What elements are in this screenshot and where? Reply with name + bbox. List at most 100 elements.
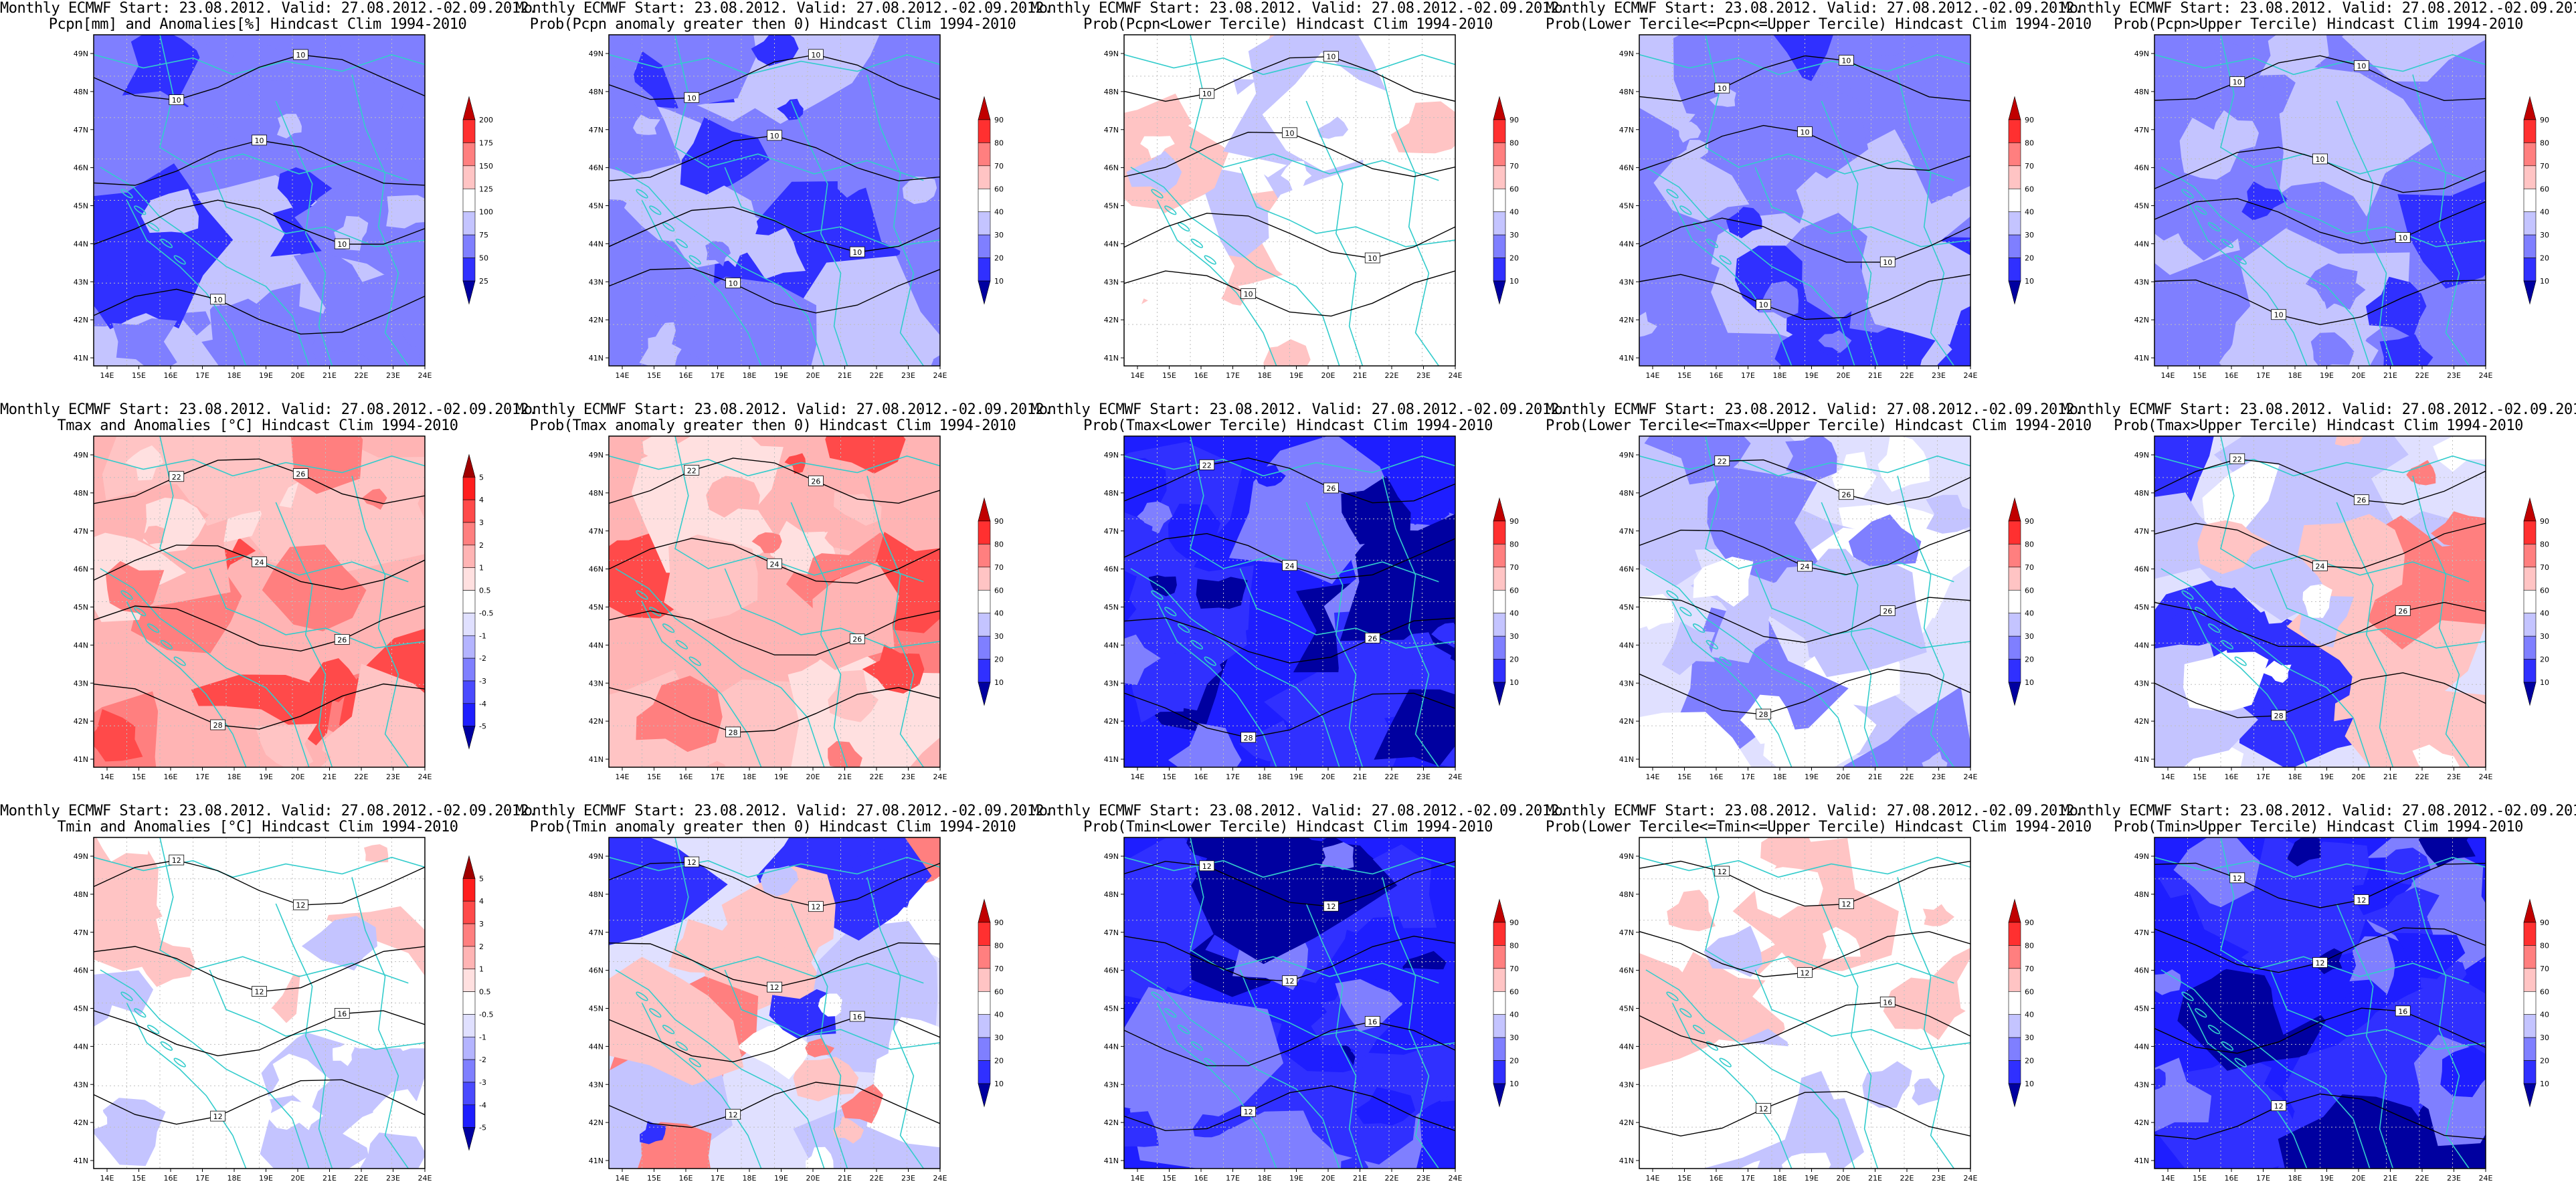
lon-tick-label: 21E [323, 773, 337, 781]
shaded-region [1848, 514, 1922, 567]
lat-tick-label: 46N [1104, 565, 1119, 574]
map-axes: 49N 48N 47N 46N 45N 44N 43N 42N 41N 14E 15E 16E 17E 1… [1104, 49, 1463, 380]
isoline-label: 12 [1244, 1108, 1253, 1116]
border-line [2160, 969, 2371, 1169]
isoline-label: 12 [1718, 868, 1727, 876]
lon-tick-label: 16E [679, 1174, 693, 1183]
map-panel: Monthly ECMWF Start: 23.08.2012. Valid: … [2061, 0, 2576, 401]
isoline-labels: 22 24 26 28 26 [169, 468, 350, 730]
border-line [866, 877, 924, 1169]
colorbar-swatch [462, 1014, 476, 1037]
shaded-region [227, 44, 291, 96]
isoline-label: 22 [1202, 461, 1212, 470]
colorbar-swatch [2008, 280, 2021, 305]
shaded-region [1331, 259, 1419, 313]
shaded-region [2278, 1094, 2435, 1169]
map-panel: Monthly ECMWF Start: 23.08.2012. Valid: … [1030, 0, 1568, 401]
colorbar-swatch [2008, 991, 2021, 1015]
colorbar-label: 90 [994, 116, 1004, 124]
border-line [1156, 200, 1277, 366]
lat-tick-label: 44N [2134, 641, 2149, 649]
lat-tick-label: 49N [1619, 852, 1634, 861]
island-outline [1692, 222, 1706, 232]
lat-tick-label: 43N [589, 679, 604, 688]
shaded-region [1862, 1061, 1912, 1108]
isoline [94, 860, 425, 906]
map-svg: 10 10 10 10 10 49N 48N 47N 46N 45N 44N 43N 42N 41N 14E… [1104, 34, 1519, 380]
isoline-labels: 12 12 16 12 12 [1199, 860, 1380, 1117]
isoline [94, 54, 425, 101]
isoline-label-box [1364, 252, 1380, 264]
lat-tick-label: 49N [1619, 451, 1634, 460]
isoline-label: 10 [296, 51, 305, 60]
colorbar-swatch [2008, 945, 2021, 969]
lat-tick-label: 44N [2134, 1042, 2149, 1051]
lon-tick-label: 18E [743, 1174, 757, 1183]
colorbar-label: 20 [994, 254, 1004, 263]
lat-tick-label: 44N [1104, 641, 1119, 649]
lon-tick-label: 19E [2320, 1174, 2334, 1183]
border-line [2160, 167, 2371, 366]
isoline-label: 12 [172, 856, 181, 865]
lon-tick-label: 20E [1321, 371, 1336, 380]
island-outline [1706, 238, 1719, 248]
lat-tick-label: 46N [589, 565, 604, 574]
border-line [609, 856, 940, 878]
island-outline [160, 639, 173, 649]
map-axes: 49N 48N 47N 46N 45N 44N 43N 42N 41N 14E 15E 16E 17E 1… [2134, 451, 2493, 781]
island-outline [1719, 255, 1732, 265]
colorbar-label: 30 [1509, 632, 1519, 641]
lon-tick-label: 17E [711, 773, 725, 781]
lon-tick-label: 19E [1805, 371, 1819, 380]
lat-tick-label: 42N [1619, 1118, 1634, 1127]
shaded-region [359, 1132, 425, 1169]
lon-tick-label: 22E [1385, 773, 1399, 781]
island-outline [1190, 639, 1204, 649]
border-line [1821, 903, 1879, 1169]
colorbar: 90 80 70 60 40 30 20 10 [2523, 497, 2549, 706]
lon-tick-label: 17E [195, 1174, 209, 1183]
lon-tick-label: 17E [1741, 1174, 1755, 1183]
shaded-region [2197, 520, 2272, 575]
colorbar-swatch [2008, 1037, 2021, 1061]
lon-tick-label: 15E [1677, 1174, 1691, 1183]
shaded-region [1710, 607, 1769, 664]
lon-tick-label: 24E [1964, 371, 1978, 380]
lon-tick-label: 17E [1741, 773, 1755, 781]
colorbar-swatch [462, 1059, 476, 1083]
colorbar-swatch [2523, 589, 2537, 614]
border-line [1130, 167, 1340, 366]
colorbar: 90 80 70 60 40 30 20 10 [2523, 96, 2549, 305]
shaded-region [2418, 223, 2486, 277]
shaded-region [1192, 1114, 1230, 1138]
colorbar-label: 30 [994, 1033, 1004, 1042]
border-line [1382, 476, 1439, 767]
country-borders [1124, 436, 1455, 767]
colorbar-label: 20 [994, 656, 1004, 664]
colorbar-swatch [462, 477, 476, 500]
shaded-region [94, 709, 143, 762]
colorbar-swatch [978, 635, 991, 660]
colorbar-label: 30 [994, 632, 1004, 641]
lon-tick-label: 23E [901, 1174, 915, 1183]
shaded-region [96, 837, 151, 862]
country-borders [1639, 837, 1970, 1169]
colorbar-swatch [978, 613, 991, 637]
colorbar-swatch [1493, 165, 1506, 189]
colorbar-swatch [1493, 544, 1506, 568]
colorbar-swatch [462, 878, 476, 902]
isoline-label: 26 [1326, 484, 1336, 493]
border-line [2220, 436, 2470, 583]
isoline-label: 22 [687, 466, 697, 475]
lon-tick-label: 20E [1321, 1174, 1336, 1183]
lon-tick-label: 15E [1677, 773, 1691, 781]
shaded-region [266, 1054, 331, 1110]
lat-tick-label: 44N [74, 1042, 88, 1051]
border-line [2412, 74, 2470, 366]
lon-tick-label: 14E [100, 371, 114, 380]
colorbar-label: 30 [2540, 231, 2549, 239]
shaded-region [2418, 837, 2476, 868]
shaded-region [191, 904, 242, 942]
map-axes: 49N 48N 47N 46N 45N 44N 43N 42N 41N 14E 15E 16E 17E 1… [1104, 451, 1463, 781]
shaded-region [633, 114, 660, 135]
